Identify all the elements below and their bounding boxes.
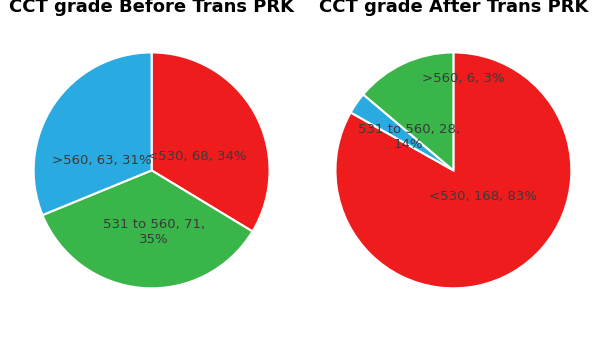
Wedge shape bbox=[363, 52, 453, 170]
Title: CCT grade Before Trans PRK: CCT grade Before Trans PRK bbox=[9, 0, 294, 16]
Text: <530, 168, 83%: <530, 168, 83% bbox=[429, 190, 537, 203]
Wedge shape bbox=[152, 52, 270, 232]
Wedge shape bbox=[335, 52, 571, 288]
Wedge shape bbox=[34, 52, 152, 215]
Title: CCT grade After Trans PRK: CCT grade After Trans PRK bbox=[319, 0, 588, 16]
Text: 531 to 560, 28,
14%: 531 to 560, 28, 14% bbox=[358, 123, 460, 151]
Text: >560, 63, 31%: >560, 63, 31% bbox=[52, 154, 152, 168]
Text: <530, 68, 34%: <530, 68, 34% bbox=[146, 150, 246, 163]
Text: >560, 6, 3%: >560, 6, 3% bbox=[422, 72, 504, 85]
Wedge shape bbox=[42, 170, 252, 288]
Text: 531 to 560, 71,
35%: 531 to 560, 71, 35% bbox=[103, 218, 205, 246]
Wedge shape bbox=[351, 95, 453, 170]
